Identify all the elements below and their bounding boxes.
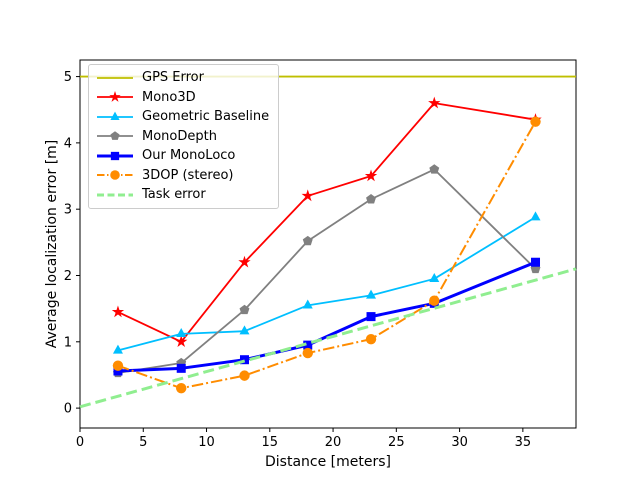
- marker-geometric-baseline: [302, 299, 313, 309]
- marker-our-monoloco: [113, 366, 123, 376]
- marker-monodepth: [366, 194, 376, 204]
- marker-geometric-baseline: [239, 325, 250, 335]
- legend-marker-geometric-baseline: [110, 111, 120, 120]
- legend-marker-monodepth: [110, 131, 120, 141]
- x-tick-label: 5: [139, 435, 147, 450]
- marker-our-monoloco: [176, 363, 186, 373]
- legend-sample-gps-error: [97, 76, 133, 79]
- x-axis-label: Distance [meters]: [265, 454, 391, 470]
- marker-mono3d: [428, 96, 441, 109]
- legend-item-mono3d: Mono3D: [96, 88, 269, 108]
- marker-our-monoloco: [531, 257, 541, 267]
- x-tick-label: 25: [388, 435, 405, 450]
- marker-mono3d: [301, 189, 314, 202]
- marker-geometric-baseline: [366, 289, 377, 299]
- marker-our-monoloco: [239, 355, 249, 365]
- legend-sample-3dop-stereo: [97, 170, 133, 181]
- marker-geometric-baseline: [176, 328, 187, 338]
- marker-monodepth: [239, 304, 250, 315]
- y-tick-label: 2: [64, 269, 72, 284]
- legend-label-mono3d: Mono3D: [142, 89, 196, 105]
- marker-mono3d: [175, 335, 188, 348]
- legend-label-monodepth: MonoDepth: [142, 128, 217, 144]
- legend-item-geometric-baseline: Geometric Baseline: [96, 107, 269, 127]
- marker-our-monoloco: [366, 312, 376, 322]
- series-line-task-error: [79, 267, 577, 409]
- marker-geometric-baseline: [429, 273, 440, 283]
- legend-sample-our-monoloco: [97, 151, 133, 160]
- marker-mono3d: [111, 305, 125, 318]
- legend-marker-3dop-stereo: [110, 170, 120, 181]
- legend-marker-mono3d: [109, 91, 121, 103]
- legend-sample-mono3d: [97, 91, 133, 103]
- y-tick-label: 0: [64, 402, 72, 417]
- legend: GPS Error Mono3D Geometric Baseline MonoDep…: [88, 64, 280, 209]
- x-tick-label: 35: [515, 435, 532, 450]
- marker-3dop-stereo: [302, 347, 313, 359]
- x-tick-label: 20: [325, 435, 342, 450]
- legend-item-task-error: Task error: [96, 185, 269, 205]
- legend-label-geometric-baseline: Geometric Baseline: [142, 109, 270, 124]
- marker-3dop-stereo: [429, 295, 440, 306]
- legend-item-monodepth: MonoDepth: [96, 127, 269, 147]
- legend-item-our-monoloco: Our MonoLoco: [96, 146, 269, 166]
- y-tick-label: 3: [64, 203, 72, 218]
- legend-item-gps-error: GPS Error: [96, 68, 269, 88]
- marker-geometric-baseline: [112, 344, 123, 354]
- y-axis-label: Average localization error [m]: [44, 140, 60, 349]
- marker-our-monoloco: [303, 340, 313, 350]
- marker-mono3d: [238, 255, 251, 268]
- legend-marker-our-monoloco: [110, 151, 120, 160]
- x-tick-label: 15: [262, 435, 279, 450]
- marker-3dop-stereo: [365, 333, 377, 345]
- legend-sample-monodepth: [97, 131, 133, 141]
- legend-item-3dop-stereo: 3DOP (stereo): [96, 166, 269, 186]
- marker-3dop-stereo: [239, 370, 250, 381]
- legend-label-3dop-stereo: 3DOP (stereo): [142, 167, 234, 183]
- y-tick-label: 1: [64, 335, 72, 350]
- marker-3dop-stereo: [176, 383, 187, 394]
- legend-sample-geometric-baseline: [97, 111, 133, 120]
- y-tick-label: 4: [64, 136, 72, 151]
- marker-geometric-baseline: [530, 211, 541, 221]
- x-tick-label: 10: [198, 435, 215, 450]
- legend-label-our-monoloco: Our MonoLoco: [142, 148, 236, 163]
- marker-3dop-stereo: [530, 116, 541, 127]
- marker-mono3d: [364, 169, 378, 182]
- marker-3dop-stereo: [112, 360, 124, 371]
- legend-label-gps-error: GPS Error: [142, 70, 204, 85]
- x-tick-label: 0: [76, 435, 84, 450]
- legend-sample-task-error: [97, 193, 133, 197]
- marker-monodepth: [302, 235, 313, 246]
- x-tick-label: 30: [451, 435, 468, 450]
- legend-label-task-error: Task error: [142, 187, 206, 202]
- marker-monodepth: [429, 164, 440, 174]
- y-tick-label: 5: [64, 70, 72, 85]
